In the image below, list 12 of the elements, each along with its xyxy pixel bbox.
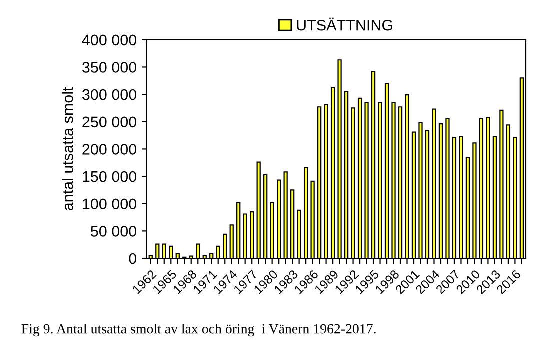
y-tick-label: 0	[129, 253, 137, 264]
y-tick-label: 100 000	[83, 198, 137, 210]
legend-label: UTSÄTTNING	[297, 18, 392, 31]
y-tick-label: 250 000	[82, 116, 137, 128]
y-tick-label: 200 000	[82, 144, 137, 155]
y-tick-label: 50 000	[91, 226, 137, 237]
y-tick-label: 300 000	[82, 89, 137, 100]
y-tick-label: 150 000	[83, 171, 137, 182]
y-axis-title: antal utsatta smolt	[62, 87, 74, 211]
caption: Fig 9. Antal utsatta smolt av lax och öring i Vänern 1962-2017.	[22, 324, 376, 337]
y-tick-label: 400 000	[82, 34, 137, 46]
y-tick-label: 350 000	[82, 62, 137, 73]
